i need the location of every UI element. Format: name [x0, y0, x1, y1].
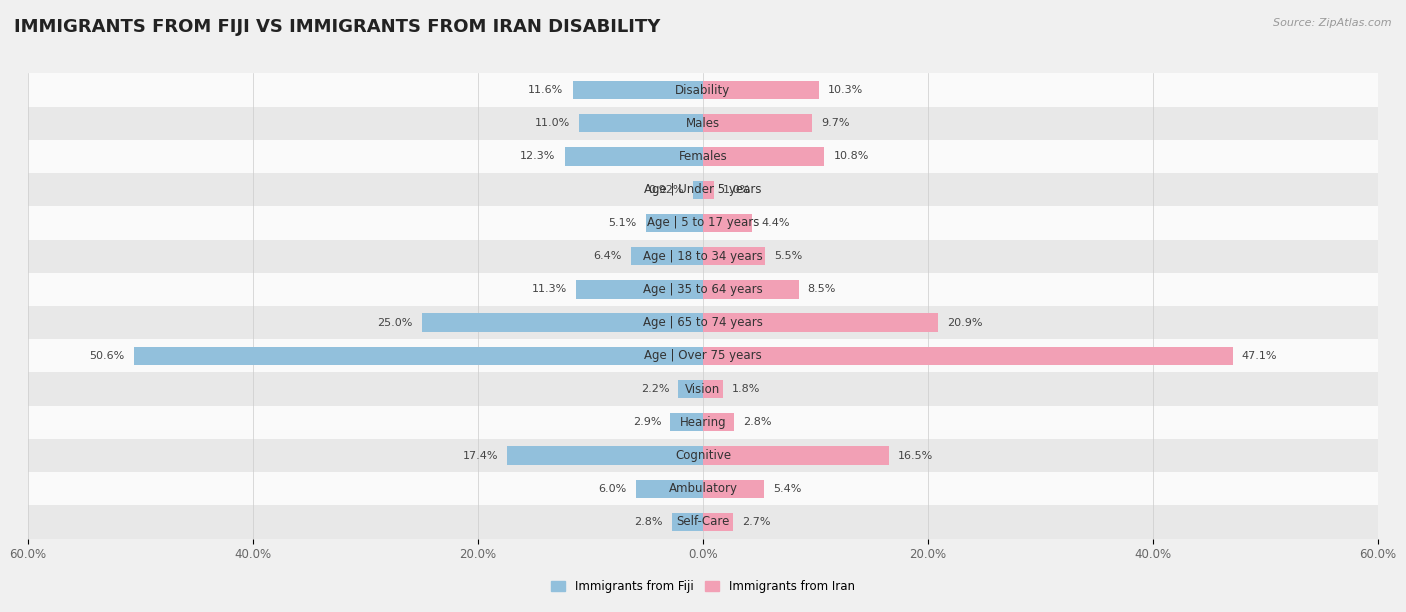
Bar — [636, 480, 703, 498]
Text: Self-Care: Self-Care — [676, 515, 730, 528]
Text: 2.8%: 2.8% — [634, 517, 662, 527]
Text: Age | 35 to 64 years: Age | 35 to 64 years — [643, 283, 763, 296]
Bar — [703, 480, 763, 498]
Bar — [645, 214, 703, 232]
Text: 11.0%: 11.0% — [536, 118, 571, 129]
Bar — [703, 513, 734, 531]
Bar — [576, 280, 703, 299]
Bar — [672, 513, 703, 531]
Text: Males: Males — [686, 117, 720, 130]
Text: Vision: Vision — [685, 382, 721, 395]
Bar — [703, 81, 818, 99]
Text: 2.9%: 2.9% — [633, 417, 661, 427]
Text: Age | Under 5 years: Age | Under 5 years — [644, 183, 762, 196]
Text: 10.3%: 10.3% — [828, 85, 863, 95]
Text: 12.3%: 12.3% — [520, 152, 555, 162]
Text: 5.4%: 5.4% — [773, 483, 801, 494]
Text: Disability: Disability — [675, 84, 731, 97]
Bar — [703, 413, 734, 431]
Bar — [422, 313, 703, 332]
Bar — [28, 206, 1378, 239]
Bar — [703, 380, 723, 398]
Text: 50.6%: 50.6% — [90, 351, 125, 361]
Bar — [28, 306, 1378, 339]
Bar — [508, 446, 703, 465]
Text: 2.7%: 2.7% — [742, 517, 770, 527]
Bar — [28, 439, 1378, 472]
Text: Age | 18 to 34 years: Age | 18 to 34 years — [643, 250, 763, 263]
Text: 2.8%: 2.8% — [744, 417, 772, 427]
Text: 1.0%: 1.0% — [723, 185, 751, 195]
Text: 0.92%: 0.92% — [648, 185, 683, 195]
Bar — [28, 472, 1378, 506]
Text: 10.8%: 10.8% — [834, 152, 869, 162]
Text: 4.4%: 4.4% — [762, 218, 790, 228]
Text: Age | 65 to 74 years: Age | 65 to 74 years — [643, 316, 763, 329]
Bar — [28, 373, 1378, 406]
Bar — [703, 147, 824, 166]
Bar — [572, 81, 703, 99]
Text: 16.5%: 16.5% — [897, 450, 932, 460]
Bar — [678, 380, 703, 398]
Text: Females: Females — [679, 150, 727, 163]
Bar — [28, 339, 1378, 373]
Text: 17.4%: 17.4% — [463, 450, 498, 460]
Text: Age | 5 to 17 years: Age | 5 to 17 years — [647, 217, 759, 230]
Bar — [28, 173, 1378, 206]
Bar — [631, 247, 703, 266]
Text: Hearing: Hearing — [679, 416, 727, 429]
Bar — [703, 114, 813, 132]
Bar — [565, 147, 703, 166]
Text: 9.7%: 9.7% — [821, 118, 849, 129]
Bar — [28, 140, 1378, 173]
Text: 5.1%: 5.1% — [609, 218, 637, 228]
Text: Source: ZipAtlas.com: Source: ZipAtlas.com — [1274, 18, 1392, 28]
Text: Cognitive: Cognitive — [675, 449, 731, 462]
Bar — [28, 239, 1378, 273]
Bar — [703, 313, 938, 332]
Bar — [671, 413, 703, 431]
Text: 11.3%: 11.3% — [531, 285, 567, 294]
Text: 1.8%: 1.8% — [733, 384, 761, 394]
Bar — [28, 273, 1378, 306]
Text: Ambulatory: Ambulatory — [668, 482, 738, 495]
Text: 25.0%: 25.0% — [377, 318, 413, 327]
Bar — [703, 446, 889, 465]
Text: Age | Over 75 years: Age | Over 75 years — [644, 349, 762, 362]
Text: 47.1%: 47.1% — [1241, 351, 1277, 361]
Bar — [134, 346, 703, 365]
Bar — [703, 214, 752, 232]
Text: 11.6%: 11.6% — [529, 85, 564, 95]
Text: 8.5%: 8.5% — [807, 285, 837, 294]
Text: 5.5%: 5.5% — [773, 251, 801, 261]
Bar — [703, 247, 765, 266]
Bar — [703, 280, 799, 299]
Bar — [703, 181, 714, 199]
Text: IMMIGRANTS FROM FIJI VS IMMIGRANTS FROM IRAN DISABILITY: IMMIGRANTS FROM FIJI VS IMMIGRANTS FROM … — [14, 18, 661, 36]
Bar — [28, 106, 1378, 140]
Text: 2.2%: 2.2% — [641, 384, 669, 394]
Legend: Immigrants from Fiji, Immigrants from Iran: Immigrants from Fiji, Immigrants from Ir… — [547, 575, 859, 598]
Bar — [28, 406, 1378, 439]
Bar — [693, 181, 703, 199]
Bar — [579, 114, 703, 132]
Text: 6.0%: 6.0% — [599, 483, 627, 494]
Text: 20.9%: 20.9% — [948, 318, 983, 327]
Bar — [28, 73, 1378, 106]
Text: 6.4%: 6.4% — [593, 251, 621, 261]
Bar — [703, 346, 1233, 365]
Bar — [28, 506, 1378, 539]
